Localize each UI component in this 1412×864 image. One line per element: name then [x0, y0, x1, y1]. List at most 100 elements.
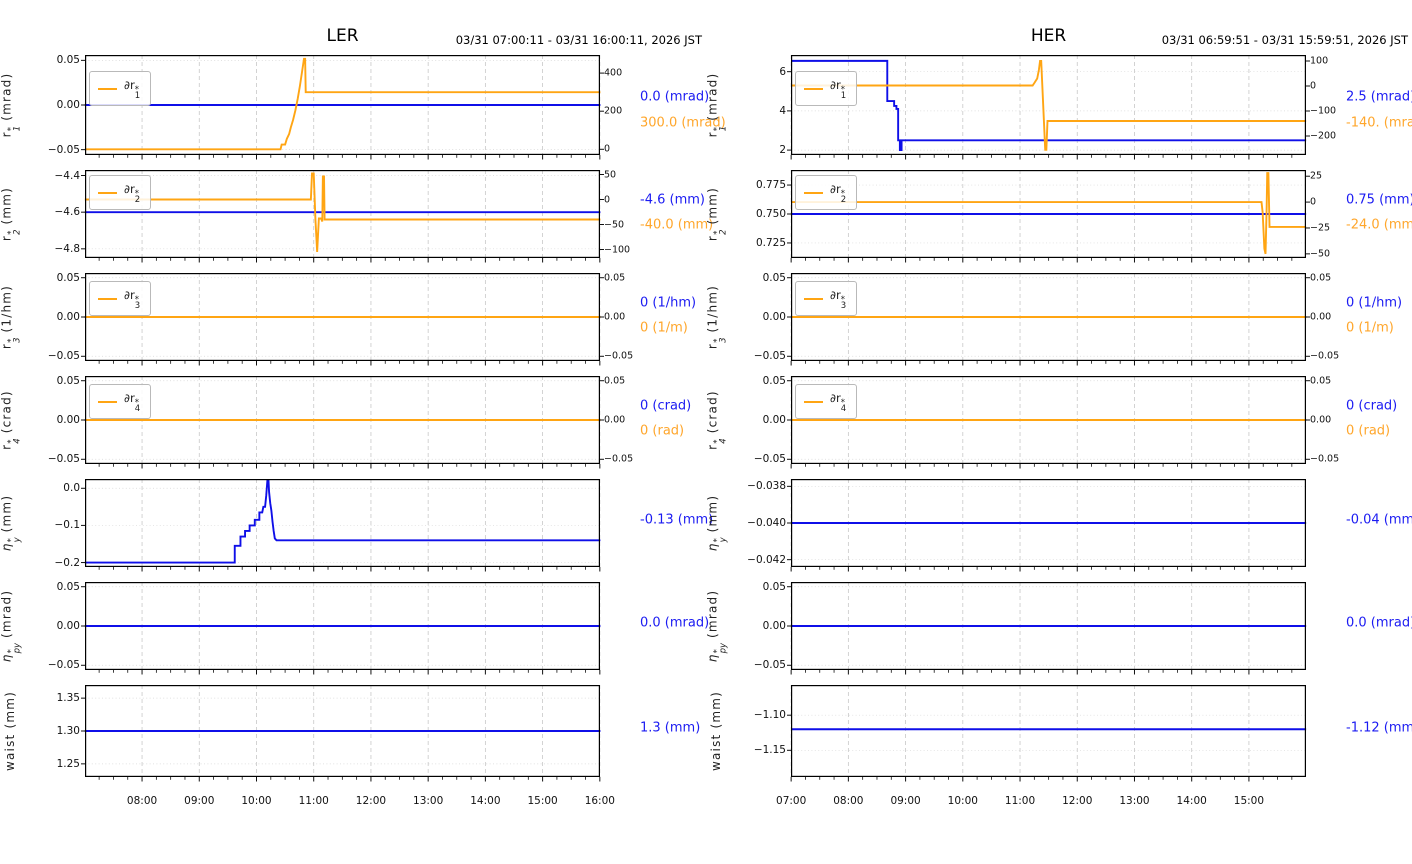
- y-tick-label: −0.038: [747, 480, 786, 493]
- plot-area-waist: [81, 685, 601, 782]
- ler-panel-eta-y: η * y (mm) 0.0 −0.1 −0.2 -0.13 (mm): [0, 479, 713, 572]
- right-tick-label: −200: [1310, 130, 1337, 142]
- y-axis-label-r1: r * 1 (mrad): [705, 55, 728, 155]
- readout-value: -0.13 (mm): [640, 512, 714, 528]
- plot-frame: [791, 685, 1306, 778]
- readout-value: -24.0 (mm): [1346, 217, 1412, 233]
- right-tick-label: 0.05: [604, 272, 626, 284]
- right-tick-label: 0.05: [604, 375, 626, 387]
- legend-line-sample: [98, 87, 117, 90]
- y-tick-label: 0.05: [56, 374, 80, 387]
- plot-area-eta-y: [81, 479, 601, 572]
- legend-label: ∂r * 4: [124, 391, 141, 415]
- y-axis-label-r1: r * 1 (mrad): [0, 55, 23, 155]
- plot-frame: [791, 170, 1306, 259]
- y-tick-label: 0.750: [755, 208, 786, 220]
- her-panel-r3: r * 3 (1/hm) 0.05 0.00 −0.05 ∂r * 3 0.05 0.00 −0.05…: [705, 271, 1412, 366]
- right-tick-label: −50: [604, 219, 625, 230]
- legend-line-sample: [804, 297, 823, 300]
- plot-canvas: [81, 685, 601, 782]
- ler-time-range: 03/31 07:00:11 - 03/31 16:00:11, 2026 JS…: [455, 33, 702, 47]
- y-tick-label: 0.00: [762, 311, 786, 323]
- right-tick-label: −0.05: [1310, 453, 1340, 465]
- y-tick-label: 4: [779, 104, 786, 117]
- plot-canvas: [81, 582, 601, 675]
- y-axis-label-text: r * 4 (crad): [705, 390, 729, 450]
- y-tick-label: −1.10: [753, 709, 786, 722]
- plot-frame: [791, 582, 1306, 671]
- x-tick-label: 14:00: [470, 795, 501, 807]
- y-tick-label: 0.00: [762, 414, 786, 426]
- left-tick-labels: 6 4 2: [726, 55, 791, 156]
- y-tick-label: 0.05: [762, 580, 786, 593]
- plot-area-r2: ∂r * 2: [787, 170, 1310, 263]
- x-tick-label: 13:00: [1119, 795, 1150, 807]
- plot-area-r4: ∂r * 4: [787, 376, 1310, 469]
- legend-line-sample: [804, 87, 823, 90]
- y-tick-label: −0.05: [753, 350, 786, 363]
- right-tick-labels: [1306, 582, 1336, 670]
- y-tick-label: 0.05: [762, 271, 786, 284]
- legend-label: ∂r * 3: [124, 288, 141, 312]
- y-axis-label-text: r * 3 (1/hm): [0, 284, 23, 350]
- readout-value: 0 (crad): [1346, 398, 1398, 414]
- left-tick-labels: 0.05 0.00 −0.05: [20, 272, 85, 363]
- plot-area-waist: [787, 685, 1307, 782]
- readout-value: 0 (rad): [640, 423, 685, 439]
- readout-value: -40.0 (mm): [640, 217, 714, 233]
- readouts-eta-py: 0.0 (mrad): [1336, 582, 1412, 670]
- right-tick-label: 0: [604, 194, 611, 205]
- y-axis-label-eta-y: η * y (mm): [0, 479, 23, 567]
- right-tick-label: 0: [1310, 80, 1317, 92]
- legend-line-sample: [98, 297, 117, 300]
- plot-area-r3: ∂r * 3: [787, 273, 1310, 366]
- legend-line-sample: [98, 400, 117, 403]
- right-tick-label: 0.00: [1310, 414, 1332, 426]
- y-axis-label-r2: r * 2 (mm): [0, 170, 23, 258]
- her-panel-eta-y: η * y (mm) −0.038 −0.040 −0.042 -0.04 (mm): [705, 479, 1412, 572]
- y-tick-label: 1.25: [56, 757, 80, 770]
- plot-canvas: [787, 170, 1310, 263]
- plot-frame: [791, 479, 1306, 568]
- her-panel-waist: waist (mm) −1.10 −1.15 -1.12 (mm): [706, 685, 1412, 782]
- readout-value: -1.12 (mm): [1346, 720, 1412, 736]
- left-tick-labels: 0.05 0.00 −0.05: [20, 581, 85, 672]
- legend-label: ∂r * 2: [830, 182, 847, 206]
- her-page-title: HER: [1030, 26, 1067, 46]
- legend-line-sample: [804, 191, 823, 194]
- readouts-eta-py: 0.0 (mrad): [630, 582, 709, 670]
- right-tick-label: 0.05: [1310, 272, 1332, 284]
- readout-value: 0.75 (mm): [1346, 192, 1412, 208]
- y-axis-label-text: η * y (mm): [705, 494, 729, 552]
- left-tick-labels: 0.05 0.00 −0.05: [726, 580, 791, 672]
- left-tick-labels: −4.4 −4.6 −4.8: [20, 170, 85, 258]
- readouts-r1: 0.0 (mrad) 300.0 (mrad): [630, 55, 726, 155]
- y-tick-label: −4.4: [54, 169, 81, 182]
- readouts-eta-y: -0.04 (mm): [1336, 479, 1412, 567]
- her-header: HER 03/31 06:59:51 - 03/31 15:59:51, 202…: [706, 0, 1412, 55]
- x-tick-label: 11:00: [1004, 795, 1036, 807]
- x-tick-label: 10:00: [947, 795, 978, 807]
- right-tick-label: 400: [604, 67, 623, 79]
- left-tick-labels: 0.05 0.00 −0.05: [20, 374, 85, 466]
- right-tick-label: 0.00: [1310, 311, 1332, 323]
- x-tick-label: 07:00: [776, 795, 807, 807]
- right-tick-labels: [1306, 685, 1336, 777]
- x-tick-label: 14:00: [1176, 795, 1207, 807]
- plot-canvas: [787, 582, 1307, 675]
- plot-canvas: [81, 55, 604, 160]
- y-tick-label: −0.05: [47, 350, 80, 363]
- legend-r4: ∂r * 4: [89, 384, 152, 420]
- her-x-axis-labels: 07:00 08:00 09:00 10:00 11:00 12:00 13:00 14:00…: [776, 792, 1306, 812]
- readout-value: 0 (1/m): [640, 320, 688, 336]
- ler-column: LER 03/31 07:00:11 - 03/31 16:00:11, 202…: [0, 0, 726, 812]
- right-tick-label: −50: [1310, 248, 1331, 260]
- her-panels: r * 1 (mrad) 6 4 2 ∂r * 1 100 0 −100 −200 2.5 (mrad) -…: [705, 55, 1412, 812]
- readout-value: 0 (1/m): [1346, 320, 1394, 336]
- right-tick-labels: 25 0 −25 −50: [1306, 170, 1336, 260]
- x-tick-label: 15:00: [527, 795, 558, 807]
- y-axis-label-waist: waist (mm): [0, 685, 20, 777]
- series-dr1-line: [791, 60, 1307, 151]
- y-axis-label-text: waist (mm): [3, 690, 17, 772]
- readout-value: 0 (1/hm): [640, 295, 697, 311]
